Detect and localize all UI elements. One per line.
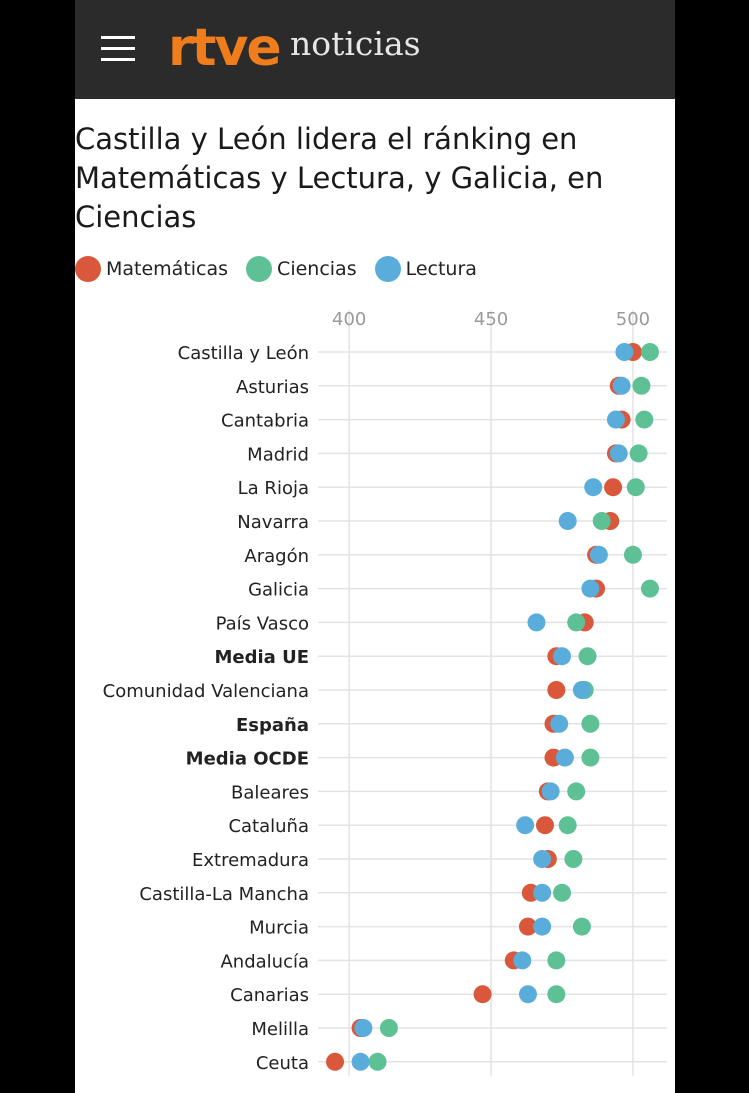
dot-ciencias <box>629 444 648 463</box>
dot-lectura <box>555 748 574 767</box>
dot-plot: 400 450 500 Castilla y León Asturias Cantabri… <box>103 309 667 1076</box>
dot-lectura <box>518 985 537 1004</box>
dot-ciencias <box>592 512 611 530</box>
dot-matematicas <box>604 478 623 497</box>
dot-matematicas <box>473 985 492 1004</box>
legend-item-ciencias: Ciencias <box>246 256 357 282</box>
dot-ciencias <box>567 782 586 801</box>
dot-ciencias <box>564 850 583 868</box>
dot-lectura <box>612 376 631 395</box>
category-label: Comunidad Valenciana <box>103 681 309 702</box>
category-label: Cantabria <box>221 411 309 432</box>
category-label: Castilla-La Mancha <box>139 884 309 905</box>
dot-ciencias <box>623 545 642 564</box>
category-label: España <box>236 715 309 736</box>
dot-ciencias <box>581 714 600 733</box>
category-label: Melilla <box>251 1019 309 1040</box>
dot-lectura <box>550 714 569 733</box>
top-bar: rtve noticias <box>75 0 675 99</box>
dot-ciencias <box>578 647 597 666</box>
x-tick-label: 500 <box>616 309 650 330</box>
category-label: Ceuta <box>256 1053 309 1074</box>
legend-dot-lectura <box>374 256 401 282</box>
dot-lectura <box>533 850 552 868</box>
category-label: Cataluña <box>228 816 309 837</box>
category-label: Canarias <box>230 985 309 1006</box>
dot-lectura <box>541 782 560 801</box>
dot-lectura <box>558 512 577 530</box>
dot-ciencias <box>640 579 659 598</box>
dot-lectura <box>354 1019 373 1037</box>
dot-ciencias <box>379 1019 398 1037</box>
category-label: Andalucía <box>220 951 309 972</box>
dot-lectura <box>589 545 608 564</box>
dot-ciencias <box>635 410 654 429</box>
menu-icon[interactable] <box>101 36 135 62</box>
dot-lectura <box>527 613 546 632</box>
dot-lectura <box>581 579 600 598</box>
dot-ciencias <box>581 748 600 767</box>
category-label: Media OCDE <box>186 749 309 770</box>
dot-ciencias <box>640 343 659 361</box>
legend-label-lectura: Lectura <box>405 258 477 280</box>
dot-ciencias <box>547 951 566 970</box>
dot-lectura <box>553 647 572 666</box>
section-name[interactable]: noticias <box>290 24 421 63</box>
dot-matematicas <box>535 816 554 835</box>
page: rtve noticias Castilla y León lidera el … <box>75 0 675 1093</box>
dot-lectura <box>516 816 535 835</box>
category-label: Aragón <box>244 546 309 567</box>
category-label: Navarra <box>237 512 309 533</box>
category-label: Baleares <box>231 782 309 803</box>
dot-lectura <box>533 883 552 902</box>
rtve-logo[interactable]: rtve <box>168 18 282 78</box>
dot-ciencias <box>572 917 591 936</box>
chart-legend: Matemáticas Ciencias Lectura <box>75 254 495 284</box>
dot-lectura <box>351 1052 370 1071</box>
dot-ciencias <box>626 478 645 497</box>
dot-ciencias <box>567 613 586 632</box>
dot-ciencias <box>547 985 566 1004</box>
legend-label-matematicas: Matemáticas <box>106 258 229 280</box>
dot-matematicas <box>547 681 566 699</box>
legend-dot-matematicas <box>75 256 101 282</box>
dot-matematicas <box>518 917 537 936</box>
dot-lectura <box>606 410 625 429</box>
category-label: Castilla y León <box>178 343 309 364</box>
dot-ciencias <box>553 883 572 902</box>
dot-lectura <box>513 951 532 970</box>
dot-ciencias <box>368 1052 387 1071</box>
dot-lectura <box>609 444 628 463</box>
legend-item-matematicas: Matemáticas <box>75 256 228 282</box>
dot-lectura <box>615 343 634 361</box>
dot-lectura <box>533 917 552 936</box>
dot-lectura <box>572 681 591 699</box>
dot-ciencias <box>558 816 577 835</box>
legend-label-ciencias: Ciencias <box>277 258 357 280</box>
legend-item-lectura: Lectura <box>374 256 477 282</box>
x-tick-label: 400 <box>332 309 366 330</box>
category-label: Extremadura <box>192 850 309 871</box>
category-label: La Rioja <box>238 478 309 499</box>
dot-ciencias <box>632 376 651 395</box>
category-label: Media UE <box>215 647 310 668</box>
category-label: Galicia <box>248 580 309 601</box>
legend-dot-ciencias <box>246 256 273 282</box>
x-tick-label: 450 <box>474 309 508 330</box>
dot-lectura <box>584 478 603 497</box>
category-label: Murcia <box>249 918 309 939</box>
category-label: País Vasco <box>216 613 309 634</box>
category-label: Madrid <box>247 444 309 465</box>
chart-title: Castilla y León lidera el ránking en Mat… <box>75 122 604 234</box>
category-label: Asturias <box>236 377 309 398</box>
dot-matematicas <box>326 1052 345 1071</box>
